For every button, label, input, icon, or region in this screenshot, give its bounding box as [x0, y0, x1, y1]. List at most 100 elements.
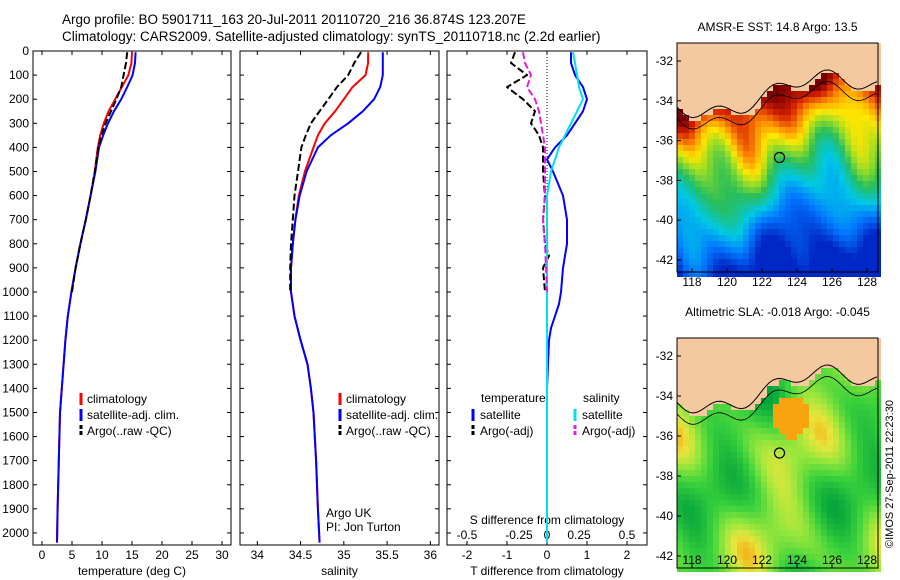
map-cell [803, 338, 809, 344]
map-cell [719, 554, 725, 560]
map-cell [779, 416, 785, 422]
map-cell [785, 109, 791, 115]
map-cell [707, 524, 713, 530]
map-cell [851, 440, 857, 446]
map-cell [749, 362, 755, 368]
map-cell [869, 109, 875, 115]
map-cell [719, 127, 725, 133]
map-cell [695, 476, 701, 482]
map-cell [845, 434, 851, 440]
map-cell [803, 187, 809, 193]
map-cell [767, 428, 773, 434]
map-cell [863, 55, 869, 61]
map-cell [773, 530, 779, 536]
map-cell [737, 404, 743, 410]
map-cell [839, 458, 845, 464]
map-cell [815, 356, 821, 362]
map-cell [857, 241, 863, 247]
map-cell [809, 133, 815, 139]
map-cell [737, 446, 743, 452]
map-cell [731, 560, 737, 566]
map-cell [833, 163, 839, 169]
map-cell [809, 157, 815, 163]
map-cell [821, 518, 827, 524]
map-cell [845, 181, 851, 187]
map-cell [713, 43, 719, 49]
map-cell [809, 470, 815, 476]
map-cell [707, 464, 713, 470]
map-cell [839, 271, 845, 277]
map-cell [707, 85, 713, 91]
map-cell [833, 91, 839, 97]
map-cell [785, 548, 791, 554]
map-cell [713, 488, 719, 494]
map-cell [737, 356, 743, 362]
map-cell [821, 434, 827, 440]
map-cell [689, 350, 695, 356]
map-cell [695, 500, 701, 506]
map-cell [839, 217, 845, 223]
map-cell [767, 157, 773, 163]
map-cell [803, 169, 809, 175]
map-cell [797, 253, 803, 259]
map-cell [683, 187, 689, 193]
map-cell [683, 49, 689, 55]
map-cell [719, 151, 725, 157]
map-cell [767, 374, 773, 380]
map-cell [797, 103, 803, 109]
map-cell [815, 229, 821, 235]
map-cell [695, 434, 701, 440]
map-cell [827, 163, 833, 169]
map-cell [803, 566, 809, 572]
map-cell [827, 193, 833, 199]
map-cell [797, 554, 803, 560]
map-cell [791, 199, 797, 205]
map-cell [851, 338, 857, 344]
map-cell [707, 247, 713, 253]
map-cell [767, 109, 773, 115]
map-cell [791, 542, 797, 548]
map-cell [773, 85, 779, 91]
map-cell [815, 193, 821, 199]
map-cell [785, 253, 791, 259]
map-cell [683, 548, 689, 554]
map-cell [767, 416, 773, 422]
map-cell [749, 488, 755, 494]
map-cell [785, 554, 791, 560]
map-cell [713, 446, 719, 452]
map-cell [845, 169, 851, 175]
map-cell [803, 151, 809, 157]
map-cell [851, 452, 857, 458]
map-cell [731, 464, 737, 470]
map-cell [725, 386, 731, 392]
map-cell [743, 139, 749, 145]
map-cell [749, 512, 755, 518]
map-cell [863, 392, 869, 398]
map-cell [695, 79, 701, 85]
map-cell [743, 241, 749, 247]
map-cell [851, 145, 857, 151]
map-cell [845, 253, 851, 259]
map-cell [713, 458, 719, 464]
map-cell [797, 548, 803, 554]
map-cell [833, 380, 839, 386]
map-cell [707, 428, 713, 434]
map-cell [725, 548, 731, 554]
map-cell [797, 350, 803, 356]
map-cell [707, 398, 713, 404]
map-cell [701, 187, 707, 193]
map-cell [683, 494, 689, 500]
map-cell [773, 536, 779, 542]
map-cell [821, 55, 827, 61]
map-cell [803, 542, 809, 548]
map-cell [743, 127, 749, 133]
map-cell [725, 259, 731, 265]
map-cell [785, 187, 791, 193]
diff-legend-label: Argo(-adj) [480, 424, 533, 438]
map-cell [737, 139, 743, 145]
map-cell [869, 416, 875, 422]
map-cell [809, 350, 815, 356]
map-cell [767, 452, 773, 458]
map-cell [743, 187, 749, 193]
map-cell [827, 440, 833, 446]
